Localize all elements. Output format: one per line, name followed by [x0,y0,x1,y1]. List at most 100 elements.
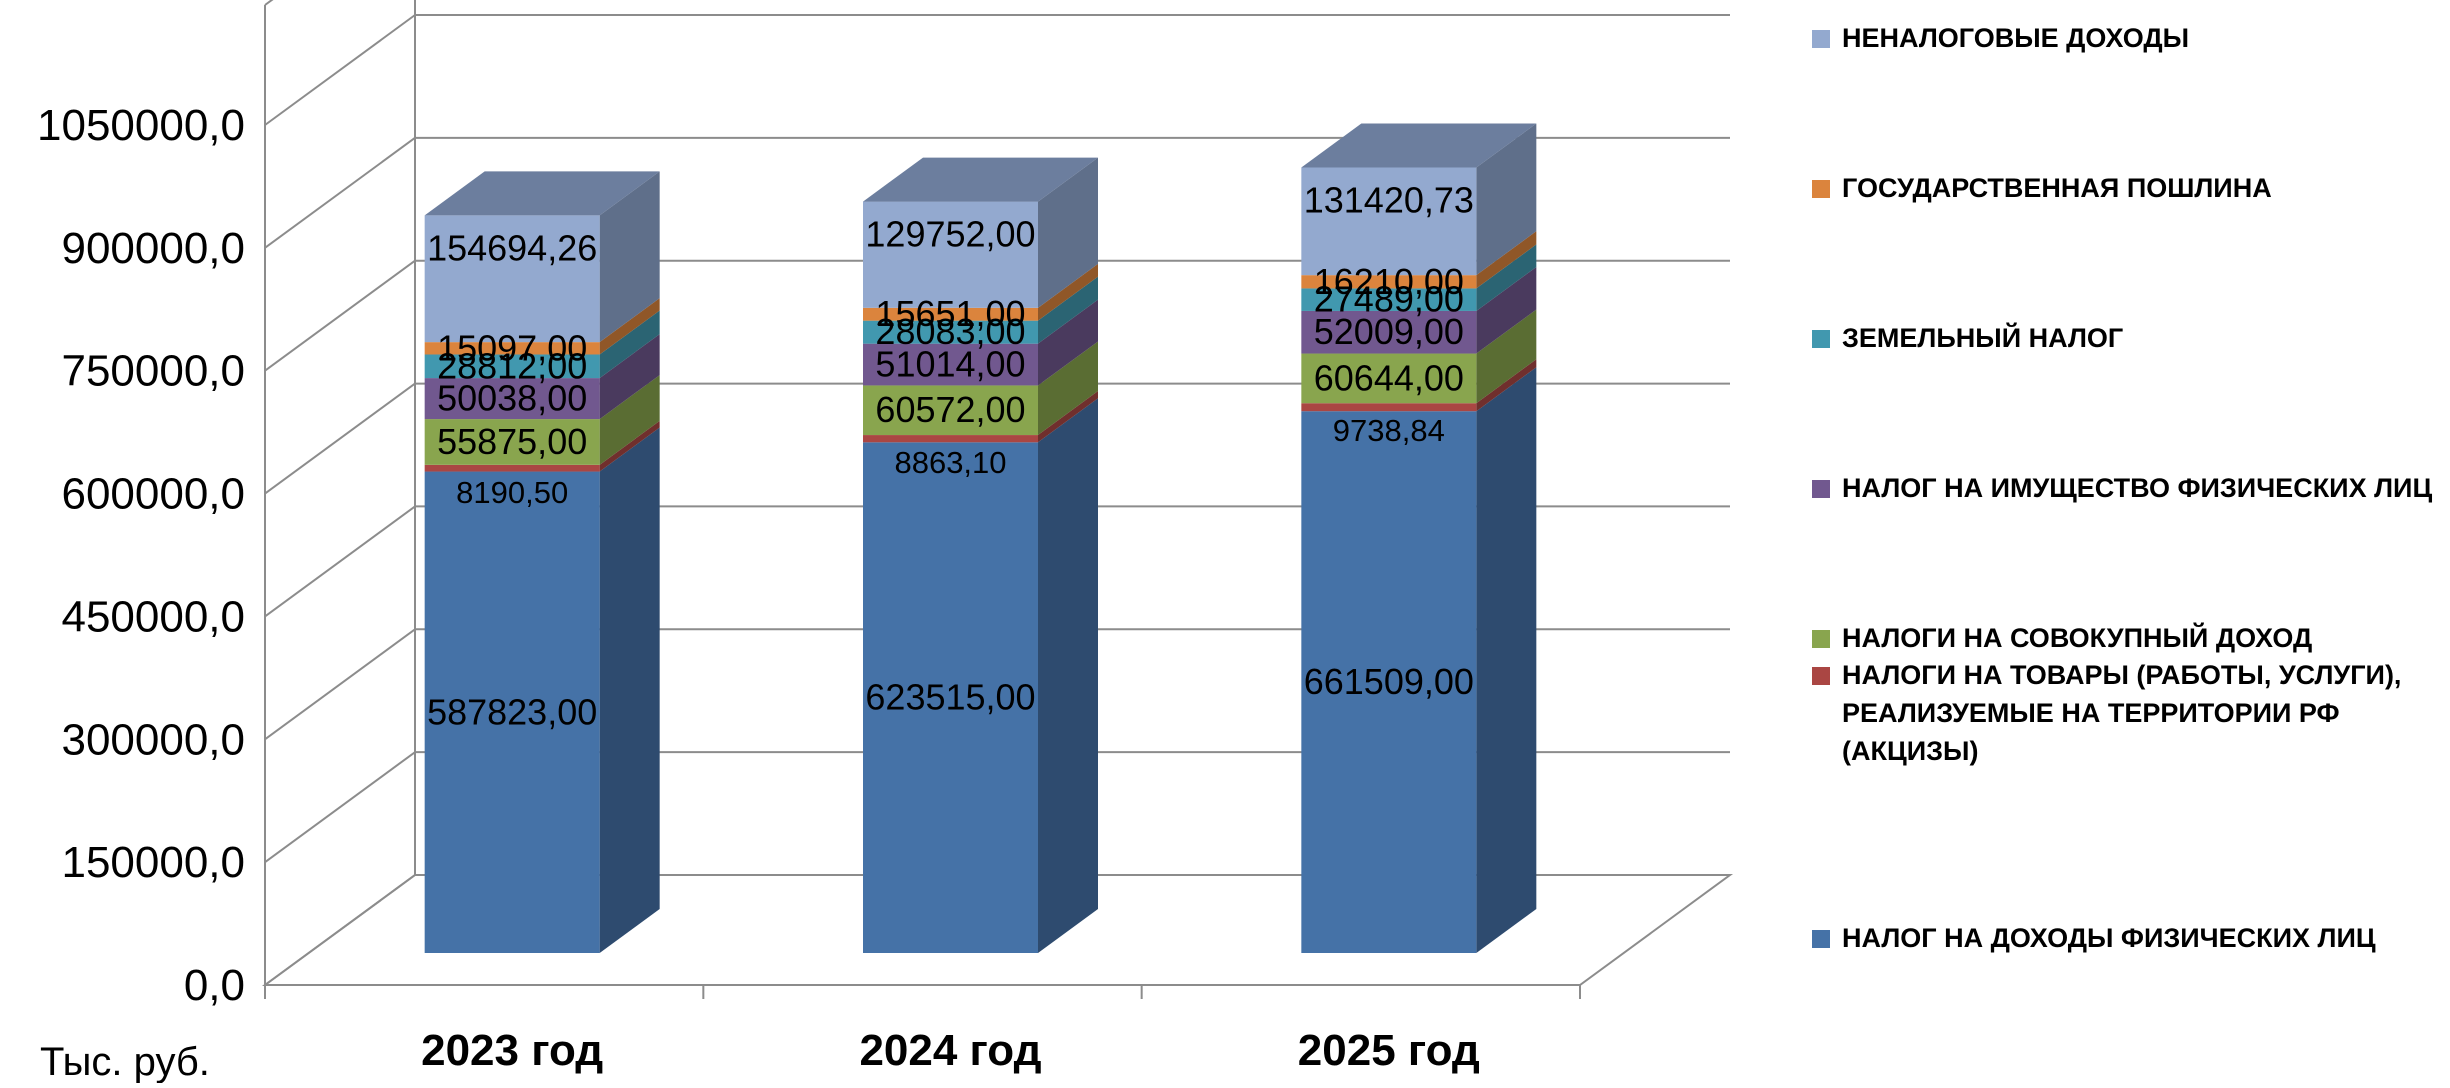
data-label: 8190,50 [456,475,568,510]
data-label: 50038,00 [437,378,587,419]
x-category-label: 2024 год [859,1026,1041,1075]
bar-segment [424,354,600,379]
bar-segment [1301,310,1477,354]
side-gridline-2 [264,628,416,741]
y-tick-label: 450000,0 [61,592,245,641]
bar-side-segment [1038,263,1098,321]
bar-side-segment [599,420,660,472]
bar-top-face [863,157,1098,202]
legend-swatch [1812,667,1830,685]
legend: НЕНАЛОГОВЫЕ ДОХОДЫ ГОСУДАРСТВЕННАЯ ПОШЛИН… [1812,23,2432,953]
bar-segment [863,307,1038,321]
bar-side-segment [1038,299,1098,386]
data-label: 15097,00 [437,327,587,368]
side-gridline-4 [264,382,416,495]
side-gridline-6 [264,137,416,249]
data-label: 8863,10 [894,445,1006,480]
side-gridline-5 [264,259,416,372]
side-gridline-1 [264,751,416,863]
bar-segment [863,320,1038,344]
data-label: 154694,26 [427,227,597,268]
legend-swatch [1812,630,1830,648]
x-category-labels: 2023 год 2024 год 2025 год [421,1026,1480,1075]
bar-side-segment [1476,266,1537,354]
bar-side-segment [1476,244,1537,311]
bar-side-segment [599,298,660,355]
data-label: 15651,00 [875,293,1025,334]
bar-segment [1301,403,1477,412]
data-label: 27489,00 [1314,279,1464,320]
axes [261,5,1734,999]
bar-side-segment [1476,123,1537,276]
y-tick-label: 150000,0 [61,838,245,887]
bar-side-segment [1038,398,1098,953]
side-gridline-3 [264,505,416,618]
bar-side-segment [599,375,660,465]
bar-side-segment [1038,276,1098,344]
data-label: 60572,00 [875,389,1025,430]
bar-segment [1301,167,1477,276]
bar-segment [424,378,600,420]
data-label: 16210,00 [1314,261,1464,302]
bar-side-segment [599,171,660,343]
bar-side-segment [1476,359,1537,412]
x-category-label: 2025 год [1298,1026,1480,1075]
y-tick-label: 300000,0 [61,715,245,764]
bar-segment [424,419,600,465]
bar-side-segment [599,334,660,420]
y-tick-label: 0,0 [184,961,245,1010]
bar-segment [863,435,1038,443]
data-label: 131420,73 [1304,180,1474,221]
data-label: 55875,00 [437,421,587,462]
y-tick-label: 600000,0 [61,470,245,519]
x-category-label: 2023 год [421,1026,603,1075]
legend-swatch [1812,330,1830,348]
legend-label: НАЛОГ НА ДОХОДЫ ФИЗИЧЕСКИХ ЛИЦ [1842,923,2376,953]
data-label: 9738,84 [1333,413,1445,448]
data-label: 28812,00 [437,345,587,386]
data-labels: 587823,00 8190,50 55875,0050038,0028812,00… [427,180,1474,733]
bar-segment [863,201,1038,308]
legend-label: ЗЕМЕЛЬНЫЙ НАЛОГ [1842,322,2123,353]
data-label: 129752,00 [865,214,1035,255]
y-tick-label: 1050000,0 [37,101,245,150]
bar-segment [1301,353,1477,404]
data-label: 587823,00 [427,691,597,732]
bar-top-face [1301,123,1537,168]
data-label: 51014,00 [875,344,1025,385]
bar-side-segment [1476,309,1537,404]
bar-side-segment [599,427,660,953]
bar-segment [863,385,1038,436]
bar-segment [424,464,600,472]
side-gridline-7 [264,14,416,126]
bar-segment [424,215,600,343]
legend-swatch [1812,930,1830,948]
data-label: 28083,00 [875,311,1025,352]
bar-side-segment [1476,231,1537,289]
data-label: 661509,00 [1304,661,1474,702]
bar-side-segment [599,310,660,379]
legend-label: НАЛОГИ НА ТОВАРЫ (РАБОТЫ, УСЛУГИ), РЕАЛИЗ… [1842,660,2401,766]
bar-segment [863,343,1038,386]
y-tick-label: 750000,0 [61,347,245,396]
bars [424,123,1537,953]
legend-label: ГОСУДАРСТВЕННАЯ ПОШЛИНА [1842,173,2272,203]
bar-top-face [424,171,660,216]
legend-swatch [1812,480,1830,498]
bar-segment [424,342,600,355]
bar-segment [1301,288,1477,311]
legend-label: НАЛОГ НА ИМУЩЕСТВО ФИЗИЧЕСКИХ ЛИЦ [1842,473,2432,503]
legend-swatch [1812,180,1830,198]
legend-label: НЕНАЛОГОВЫЕ ДОХОДЫ [1842,23,2189,53]
y-tick-labels: 0,0 150000,0 300000,0 450000,0 600000,0 75000… [37,101,245,1010]
bar-segment [1301,411,1477,953]
bar-side-segment [1476,367,1537,953]
y-axis-unit-label: Тыс. руб. [40,1040,210,1083]
bar-side-segment [1038,391,1098,443]
y-tick-label: 900000,0 [61,224,245,273]
data-label: 623515,00 [865,677,1035,718]
data-label: 60644,00 [1314,357,1464,398]
bar-segment [1301,275,1477,289]
